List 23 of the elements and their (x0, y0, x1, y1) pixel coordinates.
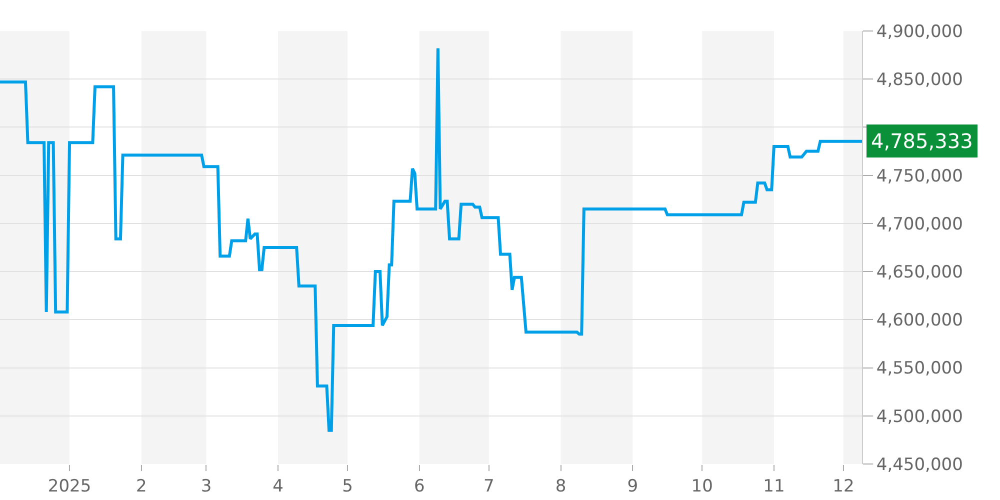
x-tick-label: 4 (272, 476, 284, 496)
x-tick-label: 11 (763, 476, 785, 496)
annotation: 4,785,333 (871, 129, 973, 153)
x-tick-label: 2 (136, 476, 147, 496)
x-tick-label: 3 (200, 476, 212, 496)
x-tick-label: 9 (627, 476, 638, 496)
y-tick-label: 4,850,000 (876, 70, 963, 90)
x-tick-label: 5 (342, 476, 353, 496)
x-tick-label: 10 (691, 476, 713, 496)
line-series (0, 46, 862, 432)
y-tick-label: 4,500,000 (876, 406, 963, 427)
y-tick-label: 4,650,000 (876, 262, 963, 283)
y-tick-label: 4,450,000 (876, 454, 963, 475)
y-tick-label: 4,550,000 (876, 358, 963, 379)
x-tick-label: 8 (555, 476, 566, 496)
x-tick-label: 6 (414, 476, 425, 496)
y-tick-label: 4,700,000 (876, 214, 963, 234)
y-tick-label: 4,900,000 (876, 22, 963, 42)
x-tick-label: 12 (832, 476, 854, 496)
x-tick-label: 2025 (48, 476, 92, 496)
y-tick-label: 4,750,000 (876, 166, 963, 186)
x-tick-label: 7 (484, 476, 494, 496)
y-tick-label: 4,600,000 (876, 310, 963, 331)
